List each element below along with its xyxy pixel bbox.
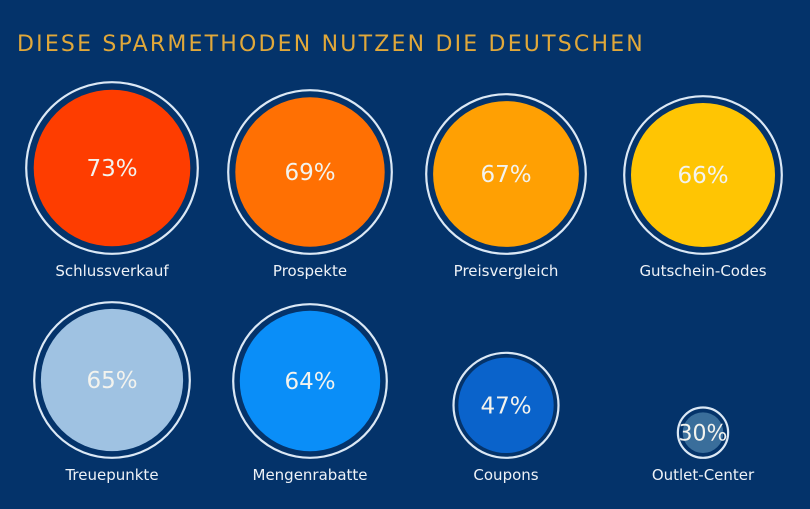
bubble-fill xyxy=(631,103,775,247)
bubble-fill xyxy=(239,310,381,452)
bubble-fill xyxy=(33,89,191,247)
bubble-fill xyxy=(40,308,184,452)
bubble-fill xyxy=(458,357,554,453)
bubble-fill xyxy=(235,97,385,247)
value-label: 65% xyxy=(86,368,137,394)
category-label: Outlet-Center xyxy=(652,466,755,484)
value-label: 67% xyxy=(480,162,531,188)
bubble-ring xyxy=(452,351,560,459)
bubble-preisvergleich: 67% Preisvergleich xyxy=(425,93,587,280)
bubble-treuepunkte: 65% Treuepunkte xyxy=(33,301,191,484)
category-label: Mengenrabatte xyxy=(253,466,368,484)
category-label: Treuepunkte xyxy=(64,466,158,484)
bubble-ring xyxy=(25,81,199,255)
bubble-ring xyxy=(227,89,393,255)
bubble-fill xyxy=(433,101,579,247)
bubble-ring xyxy=(623,95,783,255)
bubble-coupons: 47% Coupons xyxy=(452,351,560,484)
bubble-outlet-center: 30% Outlet-Center xyxy=(652,406,755,484)
bubble-fill xyxy=(682,412,724,453)
bubble-schlussverkauf: 73% Schlussverkauf xyxy=(25,81,199,280)
category-label: Prospekte xyxy=(273,262,347,280)
value-label: 64% xyxy=(284,369,335,395)
bubble-mengenrabatte: 64% Mengenrabatte xyxy=(232,303,388,484)
value-label: 66% xyxy=(677,163,728,189)
bubble-ring xyxy=(232,303,388,459)
chart-title: DIESE SPARMETHODEN NUTZEN DIE DEUTSCHEN xyxy=(17,32,645,57)
category-label: Gutschein-Codes xyxy=(639,262,766,280)
value-label: 47% xyxy=(480,393,531,419)
bubble-prospekte: 69% Prospekte xyxy=(227,89,393,280)
category-label: Preisvergleich xyxy=(454,262,559,280)
bubble-ring xyxy=(33,301,191,459)
category-label: Coupons xyxy=(473,466,538,484)
value-label: 69% xyxy=(284,160,335,186)
bubble-ring xyxy=(425,93,587,255)
value-label: 73% xyxy=(86,156,137,182)
category-label: Schlussverkauf xyxy=(55,262,169,280)
bubble-gutschein-codes: 66% Gutschein-Codes xyxy=(623,95,783,280)
bubble-ring xyxy=(676,406,730,459)
value-label: 30% xyxy=(679,422,728,447)
